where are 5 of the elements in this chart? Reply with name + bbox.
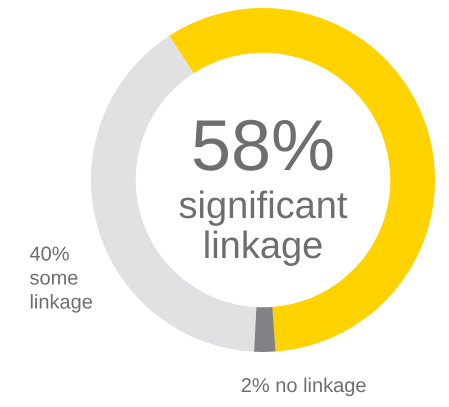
slice-label: 2% no linkage bbox=[240, 374, 366, 397]
slice-label: significant linkage bbox=[178, 185, 348, 267]
data-label: 58% bbox=[190, 106, 336, 186]
slice-label: some linkage bbox=[29, 268, 93, 314]
data-label: 40% bbox=[29, 244, 70, 266]
